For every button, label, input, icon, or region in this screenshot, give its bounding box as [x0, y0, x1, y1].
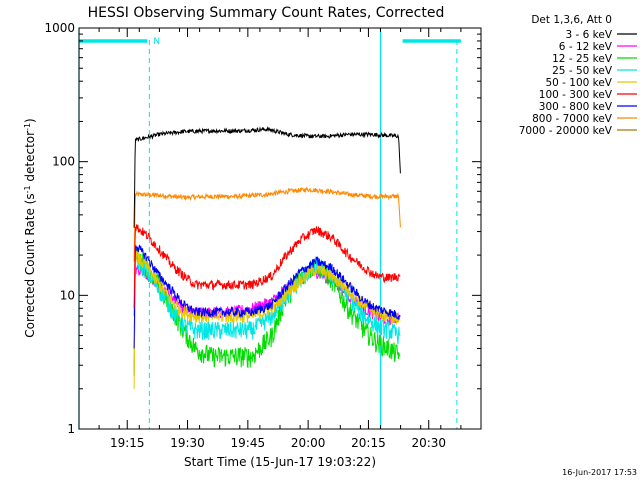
legend-label-3: 25 - 50 keV — [552, 65, 613, 77]
legend-label-8: 7000 - 20000 keV — [519, 125, 613, 137]
legend-label-2: 12 - 25 keV — [552, 53, 613, 65]
series-line-2 — [133, 248, 401, 376]
x-tick-label-2: 19:45 — [231, 436, 266, 450]
y-tick-label-0: 1 — [67, 422, 75, 436]
x-axis: 19:15 19:30 19:45 20:00 20:15 20:30 — [78, 28, 482, 450]
series-line-6 — [133, 244, 401, 349]
series-line-7 — [133, 186, 401, 262]
legend-label-6: 300 - 800 keV — [539, 101, 613, 113]
y-axis: 1 10 100 1000 — [44, 21, 481, 436]
y-tick-label-2: 100 — [52, 155, 75, 169]
y-tick-label-1: 10 — [60, 288, 75, 302]
y-axis-label: Corrected Count Rate (s-1 detector-1) — [23, 118, 38, 337]
series-line-0 — [133, 126, 401, 228]
x-tick-label-3: 20:00 — [291, 436, 326, 450]
legend-label-7: 800 - 7000 keV — [532, 113, 613, 125]
legend-header: Det 1,3,6, Att 0 — [531, 14, 612, 26]
legend-label-5: 100 - 300 keV — [539, 89, 613, 101]
x-tick-label-4: 20:15 — [351, 436, 386, 450]
plot-area: N — [78, 28, 461, 429]
timestamp: 16-Jun-2017 17:53 — [562, 468, 637, 477]
x-tick-label-5: 20:30 — [411, 436, 446, 450]
x-axis-label: Start Time (15-Jun-17 19:03:22) — [184, 455, 376, 469]
chart-title: HESSI Observing Summary Count Rates, Cor… — [88, 5, 445, 21]
legend-label-4: 50 - 100 keV — [545, 77, 612, 89]
x-tick-label-0: 19:15 — [110, 436, 145, 450]
x-tick-label-1: 19:30 — [170, 436, 205, 450]
night-marker-label: N — [153, 37, 160, 47]
legend-label-1: 6 - 12 keV — [559, 41, 613, 53]
series-line-5 — [133, 224, 401, 309]
y-tick-label-3: 1000 — [44, 21, 75, 35]
legend-label-0: 3 - 6 keV — [565, 29, 612, 41]
